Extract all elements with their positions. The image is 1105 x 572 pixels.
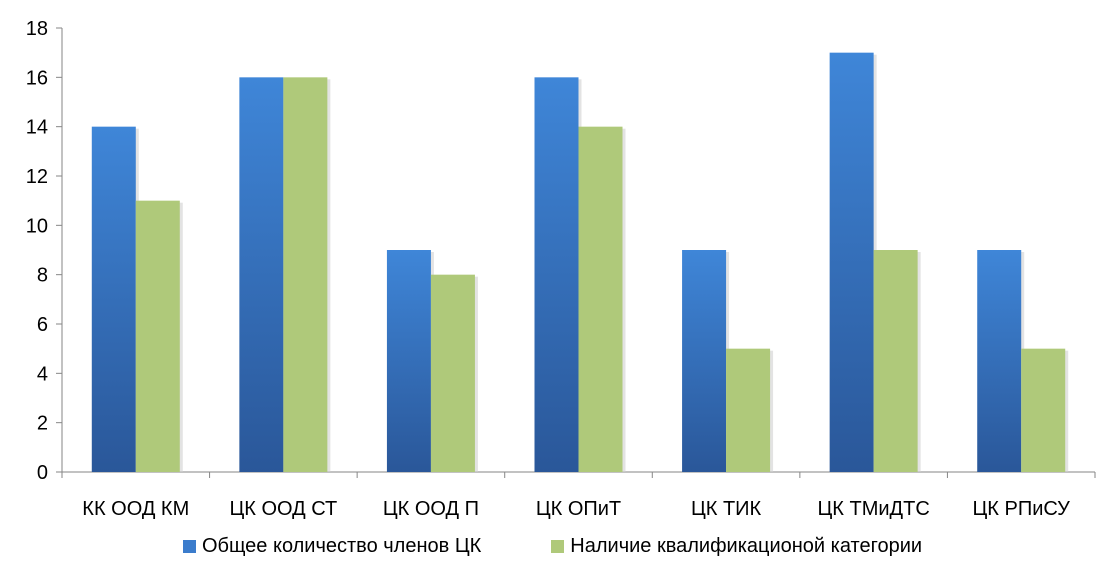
y-tick-label: 16 [26, 67, 48, 89]
bar-series-1 [977, 250, 1022, 472]
bar-series-1 [534, 77, 579, 472]
bar-chart: 0 2 4 6 8 10 12 14 16 18 КК ООД КМ ЦК ООД СТ ЦК ООД … [26, 18, 1096, 520]
y-tick-label: 12 [26, 166, 48, 188]
y-tick-label: 10 [26, 215, 48, 237]
x-tick-label: ЦК РПиСУ [973, 498, 1071, 520]
y-tick-label: 0 [37, 462, 48, 484]
x-tick-label: ЦК ТМиДТС [818, 498, 930, 520]
x-tick-label: ЦК ООД П [383, 498, 479, 520]
y-tick-label: 4 [37, 363, 48, 385]
x-tick-label: ЦК ООД СТ [229, 498, 337, 520]
x-tick-label: КК ООД КМ [82, 498, 189, 520]
bar-series-1 [682, 250, 727, 472]
y-tick-label: 6 [37, 314, 48, 336]
bar-series-2 [726, 348, 771, 472]
x-tick-label: ЦК ТИК [691, 498, 762, 520]
y-tick-label: 2 [37, 413, 48, 435]
bar-series-1 [829, 52, 874, 473]
plot-area: 0 2 4 6 8 10 12 14 16 18 КК ООД КМ ЦК ООД СТ ЦК ООД … [26, 18, 1096, 520]
bar-series-2 [873, 250, 918, 472]
legend-label-series-1: Общее количество членов ЦК [201, 535, 482, 557]
bar-series-2 [1021, 348, 1066, 472]
legend: Общее количество членов ЦК Наличие квали… [0, 535, 1105, 558]
bar-series-2 [283, 77, 328, 472]
legend-label-series-2: Наличие квалификационой категории [570, 535, 923, 557]
bar-series-1 [91, 126, 136, 473]
legend-item-series-2: Наличие квалификационой категории [551, 535, 922, 558]
legend-swatch-series-1 [182, 540, 196, 553]
y-tick-label: 8 [37, 265, 48, 287]
x-tick-label: ЦК ОПиТ [536, 498, 621, 520]
legend-item-series-1: Общее количество членов ЦК [182, 535, 482, 558]
bar-series-2 [578, 126, 623, 473]
bar-series-1 [239, 77, 284, 472]
y-tick-label: 14 [26, 117, 48, 139]
bar-series-1 [386, 250, 431, 472]
legend-swatch-series-2 [551, 540, 565, 553]
bar-series-2 [135, 200, 180, 472]
bar-series-2 [430, 274, 475, 472]
y-tick-label: 18 [26, 18, 48, 40]
